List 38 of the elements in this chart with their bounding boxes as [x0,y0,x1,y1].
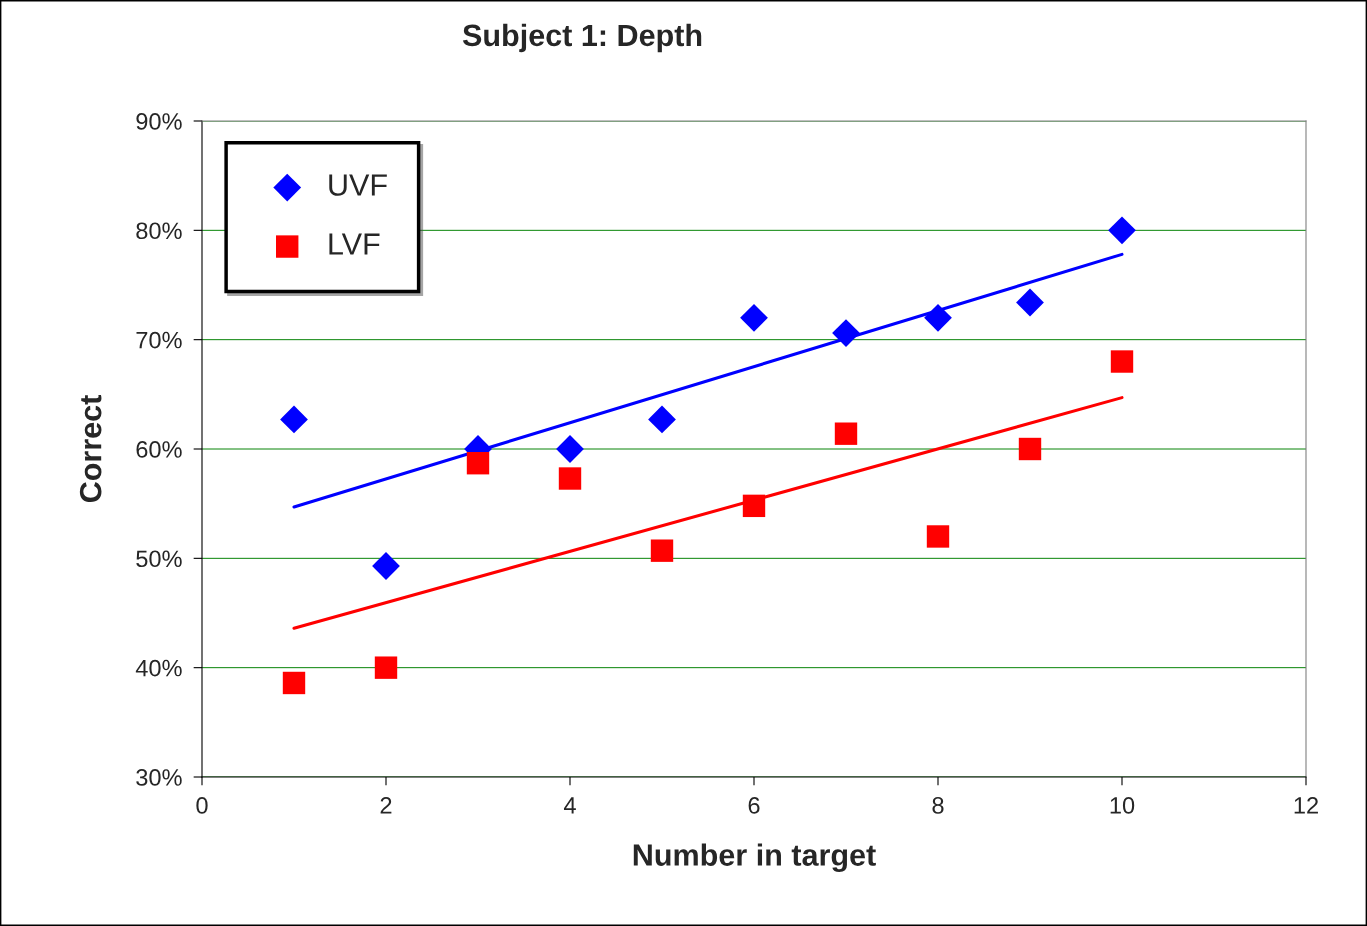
y-tick-label: 50% [136,550,182,568]
point [1108,216,1136,245]
point [926,525,950,548]
chart-title: Subject 1: Depth [462,23,702,53]
y-tick-label: 60% [136,441,182,458]
y-tick-label: 30% [136,769,182,786]
point [648,405,676,434]
point [650,539,674,562]
y-tick-label: 40% [135,659,182,677]
point [1018,437,1042,461]
x-tick-label: 12 [1294,797,1318,814]
point [282,671,306,695]
y-tick-label: 80% [136,222,182,240]
x-tick-label: 0 [196,797,208,814]
point [374,656,398,679]
point [924,303,952,332]
y-axis-title: Correct [79,395,102,503]
x-tick-label: 10 [1110,797,1135,814]
point [742,494,766,518]
x-tick-label: 4 [563,797,576,814]
point [466,452,490,475]
point [280,405,308,434]
point [556,435,584,463]
point [1016,288,1044,317]
point [832,319,860,347]
y-tick-label: 70% [136,331,182,349]
point [558,467,582,490]
point [1110,350,1134,373]
point [372,552,400,580]
legend-label: UVF [329,174,387,196]
x-axis-title: Number in target [633,843,876,873]
x-tick-label: 6 [748,797,760,814]
x-tick-label: 2 [380,797,392,814]
y-tick-label: 90% [136,113,182,130]
point [834,422,858,445]
point [740,303,768,332]
legend-label: LVF [329,233,380,255]
x-tick-label: 8 [932,797,944,814]
